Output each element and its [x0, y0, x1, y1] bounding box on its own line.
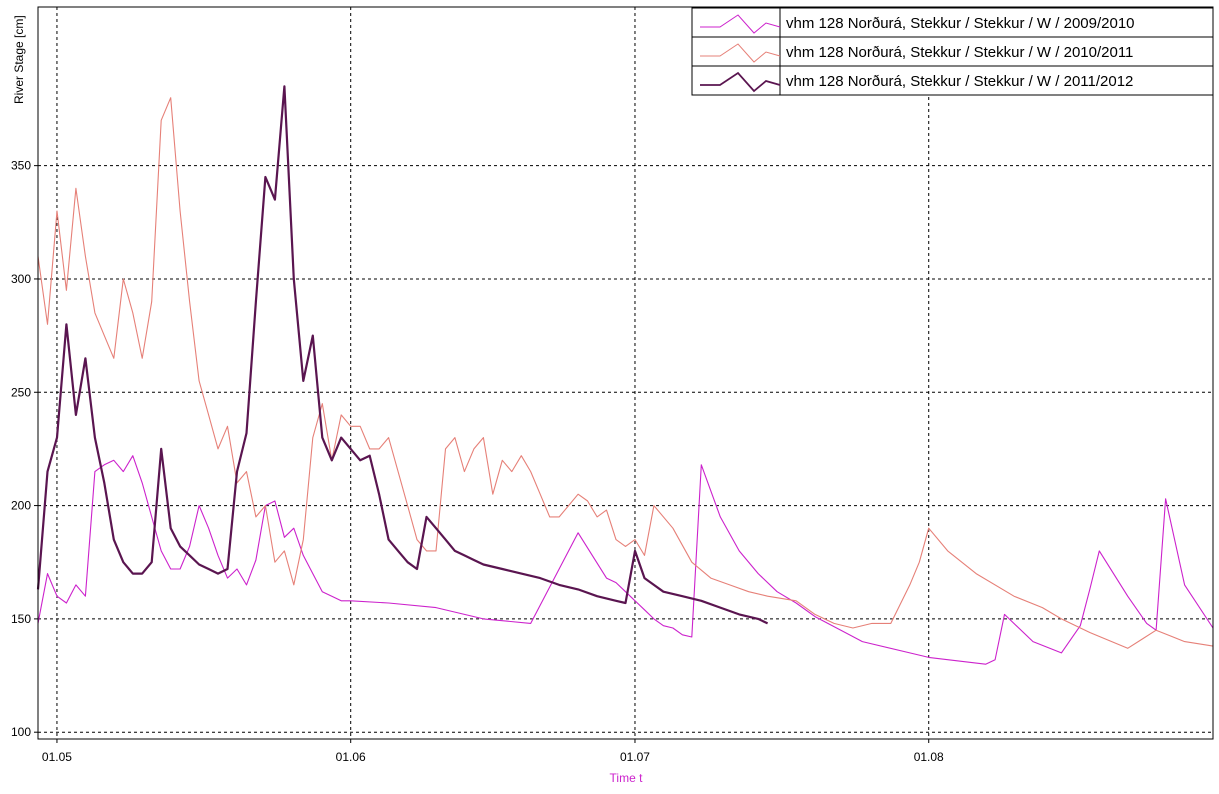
y-axis-ticks: 100 150 200 250 300 350: [11, 159, 38, 739]
legend-swatch-1: [700, 14, 781, 34]
legend-entry-2: vhm 128 Norðurá, Stekkur / Stekkur / W /…: [786, 44, 1133, 61]
y-tick-label: 300: [11, 272, 31, 286]
y-tick-label: 250: [11, 385, 31, 399]
y-tick-label: 200: [11, 499, 31, 513]
series-lines: [36, 85, 1214, 665]
x-tick-label: 01.08: [914, 750, 944, 764]
x-tick-label: 01.05: [42, 750, 72, 764]
x-tick-label: 01.07: [620, 750, 650, 764]
grid: [38, 7, 1213, 739]
y-axis-label: River Stage [cm]: [12, 15, 26, 104]
x-tick-label: 01.06: [336, 750, 366, 764]
legend-entry-1: vhm 128 Norðurá, Stekkur / Stekkur / W /…: [786, 15, 1135, 32]
legend-swatch-3: [700, 71, 781, 93]
y-tick-label: 150: [11, 612, 31, 626]
series-line-1: [37, 455, 1214, 665]
x-axis-label: Time t: [610, 771, 644, 785]
legend-entry-3: vhm 128 Norðurá, Stekkur / Stekkur / W /…: [786, 73, 1133, 90]
y-tick-label: 100: [11, 725, 31, 739]
series-line-3: [36, 85, 769, 625]
legend: vhm 128 Norðurá, Stekkur / Stekkur / W /…: [691, 7, 1214, 96]
plot-area-frame: [37, 6, 1214, 740]
legend-box: [691, 7, 1214, 96]
series-line-2: [37, 97, 1214, 649]
legend-swatch-2: [700, 43, 781, 63]
x-axis-ticks: 01.05 01.06 01.07 01.08: [42, 739, 944, 764]
y-tick-label: 350: [11, 159, 31, 173]
